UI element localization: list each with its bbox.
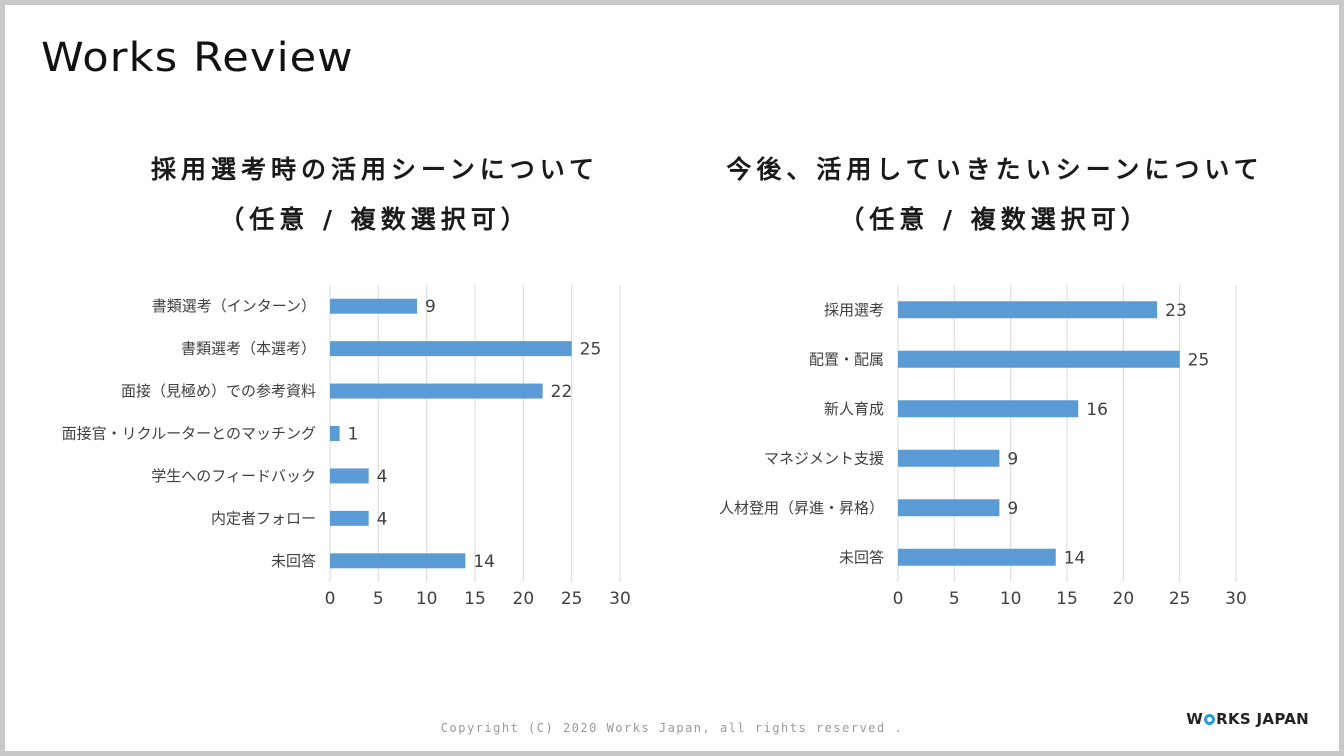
- chart2-data-label: 9: [1007, 499, 1018, 519]
- chart2-data-label: 9: [1007, 449, 1018, 469]
- chart2-category-label: 未回答: [839, 548, 884, 566]
- chart2-data-label: 25: [1188, 350, 1210, 370]
- chart1-data-label: 14: [473, 552, 495, 572]
- chart1-category-label: 面接官・リクルーターとのマッチング: [62, 425, 316, 443]
- chart2-tick-label: 10: [1000, 589, 1022, 609]
- chart1-bar: [330, 510, 369, 526]
- chart2-bar: [898, 548, 1056, 566]
- chart1-category-label: 未回答: [271, 552, 316, 570]
- chart1-category-label: 書類選考（本選考）: [181, 340, 316, 358]
- chart2-title-line1: 今後、活用していきたいシーンについて: [726, 155, 1264, 184]
- chart1-data-label: 9: [425, 297, 436, 317]
- chart1-tick-label: 0: [325, 589, 336, 609]
- chart2-category-label: 人材登用（昇進・昇格）: [719, 499, 884, 517]
- chart2-bar: [898, 449, 1000, 467]
- chart1-data-label: 25: [580, 340, 602, 360]
- chart1-bar: [330, 298, 417, 314]
- works-japan-logo: W RKS JAPAN: [1186, 710, 1309, 728]
- works-review-logo: Works Review: [41, 35, 354, 81]
- slide: Works Review 採用選考時の活用シーンについて （任意 / 複数選択可…: [5, 5, 1339, 751]
- chart1-bar: [330, 468, 369, 484]
- chart2-title: 今後、活用していきたいシーンについて （任意 / 複数選択可）: [665, 145, 1325, 245]
- chart2-future-scenes: 0 5 10 15 20 25 30 採用選考 23 配置・配属 25 新人育成 16 マネジメント支援 9…: [719, 285, 1247, 609]
- chart2-category-label: 配置・配属: [809, 350, 884, 368]
- chart1-title-line1: 採用選考時の活用シーンについて: [150, 155, 599, 184]
- chart2-tick-label: 5: [949, 589, 960, 609]
- chart2-bar: [898, 499, 1000, 517]
- chart1-category-label: 学生へのフィードバック: [151, 467, 316, 485]
- chart2-tick-label: 30: [1225, 589, 1247, 609]
- chart1-title: 採用選考時の活用シーンについて （任意 / 複数選択可）: [85, 145, 665, 245]
- chart1-category-label: 書類選考（インターン）: [152, 297, 316, 315]
- chart1-category-label: 面接（見極め）での参考資料: [121, 382, 316, 400]
- chart1-bar: [330, 383, 543, 399]
- chart1-data-label: 1: [348, 425, 359, 445]
- chart1-title-line2: （任意 / 複数選択可）: [219, 205, 531, 234]
- chart1-tick-label: 10: [416, 589, 438, 609]
- chart2-bar: [898, 301, 1158, 319]
- chart2-category-label: 採用選考: [824, 301, 884, 319]
- chart1-data-label: 4: [377, 467, 388, 487]
- chart2-bar: [898, 350, 1180, 368]
- chart2-tick-label: 20: [1113, 589, 1135, 609]
- chart2-data-label: 23: [1165, 301, 1187, 321]
- chart2-category-label: マネジメント支援: [764, 449, 884, 467]
- chart2-bar: [898, 400, 1079, 418]
- chart2-tick-label: 15: [1056, 589, 1078, 609]
- chart2-tick-label: 0: [893, 589, 904, 609]
- chart1-tick-label: 30: [609, 589, 631, 609]
- chart2-title-line2: （任意 / 複数選択可）: [839, 205, 1151, 234]
- chart1-tick-label: 20: [513, 589, 535, 609]
- chart2-data-label: 14: [1064, 548, 1086, 568]
- chart1-category-label: 内定者フォロー: [211, 509, 316, 527]
- chart2-data-label: 16: [1086, 400, 1108, 420]
- chart1-tick-label: 25: [561, 589, 583, 609]
- chart2-category-label: 新人育成: [824, 400, 884, 418]
- chart2-tick-label: 25: [1169, 589, 1191, 609]
- chart1-bar: [330, 341, 572, 357]
- logo-ring-icon: [1204, 714, 1216, 725]
- chart1-data-label: 22: [551, 382, 573, 402]
- chart1-bar: [330, 426, 340, 441]
- copyright-footer: Copyright (C) 2020 Works Japan, all righ…: [440, 721, 904, 735]
- chart1-bar: [330, 553, 466, 569]
- chart1-data-label: 4: [377, 509, 388, 529]
- chart1-tick-label: 5: [373, 589, 384, 609]
- chart1-usage-scenes: 0 5 10 15 20 25 30 書類選考（インターン） 9 書類選考（本選考） 25 面接（見極…: [62, 285, 631, 609]
- chart1-tick-label: 15: [464, 589, 486, 609]
